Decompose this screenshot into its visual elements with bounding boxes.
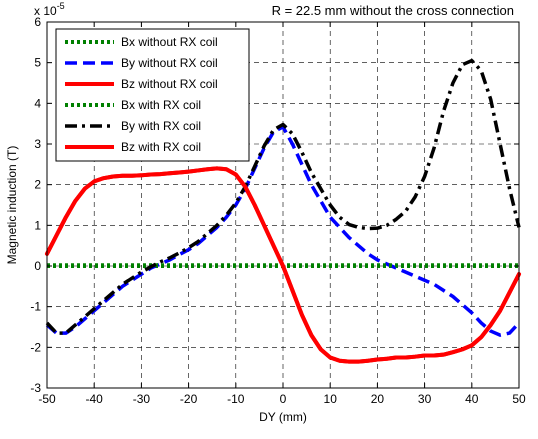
y-tick-label: 2 <box>34 178 41 192</box>
y-tick-label: 0 <box>34 259 41 273</box>
chart-title: R = 22.5 mm without the cross connection <box>272 3 514 18</box>
legend-box <box>55 28 250 162</box>
x-tick-label: 0 <box>280 392 287 406</box>
x-tick-label: 30 <box>418 392 432 406</box>
ticks <box>46 21 520 389</box>
x-tick-label: -50 <box>38 392 56 406</box>
y-tick-label: -3 <box>30 381 41 395</box>
x-tick-label: 50 <box>512 392 526 406</box>
y-tick-label: 5 <box>34 56 41 70</box>
y-multiplier-exponent: -5 <box>57 1 65 11</box>
series-line-5 <box>45 58 521 335</box>
legend-label: Bz with RX coil <box>121 140 201 154</box>
y-tick-label: -2 <box>30 340 41 354</box>
legend-label: By without RX coil <box>121 56 218 70</box>
y-multiplier: x 10-5 <box>34 1 65 18</box>
legend-label: Bz without RX coil <box>121 77 218 91</box>
legend-label: Bx with RX coil <box>121 98 201 112</box>
x-tick-label: 10 <box>324 392 338 406</box>
x-tick-label: -40 <box>86 392 104 406</box>
legend-label: Bx without RX coil <box>121 35 218 49</box>
y-tick-label: 4 <box>34 96 41 110</box>
x-axis-label: DY (mm) <box>259 410 307 424</box>
series-group <box>45 58 521 364</box>
y-tick-label: 1 <box>34 218 41 232</box>
y-tick-label: 6 <box>34 15 41 29</box>
y-axis-label: Magnetic induction (T) <box>5 146 19 265</box>
y-multiplier-base: x 10 <box>34 4 57 18</box>
y-tick-label: 3 <box>34 137 41 151</box>
x-tick-label: 20 <box>371 392 385 406</box>
x-tick-label: 40 <box>465 392 479 406</box>
x-tick-label: -20 <box>180 392 198 406</box>
legend: Bx without RX coil By without RX coil Bz w… <box>55 28 250 162</box>
y-tick-label: -1 <box>30 300 41 314</box>
series-line-6 <box>45 166 521 364</box>
legend-label: By with RX coil <box>121 119 201 133</box>
x-tick-label: -30 <box>133 392 151 406</box>
x-tick-label: -10 <box>227 392 245 406</box>
